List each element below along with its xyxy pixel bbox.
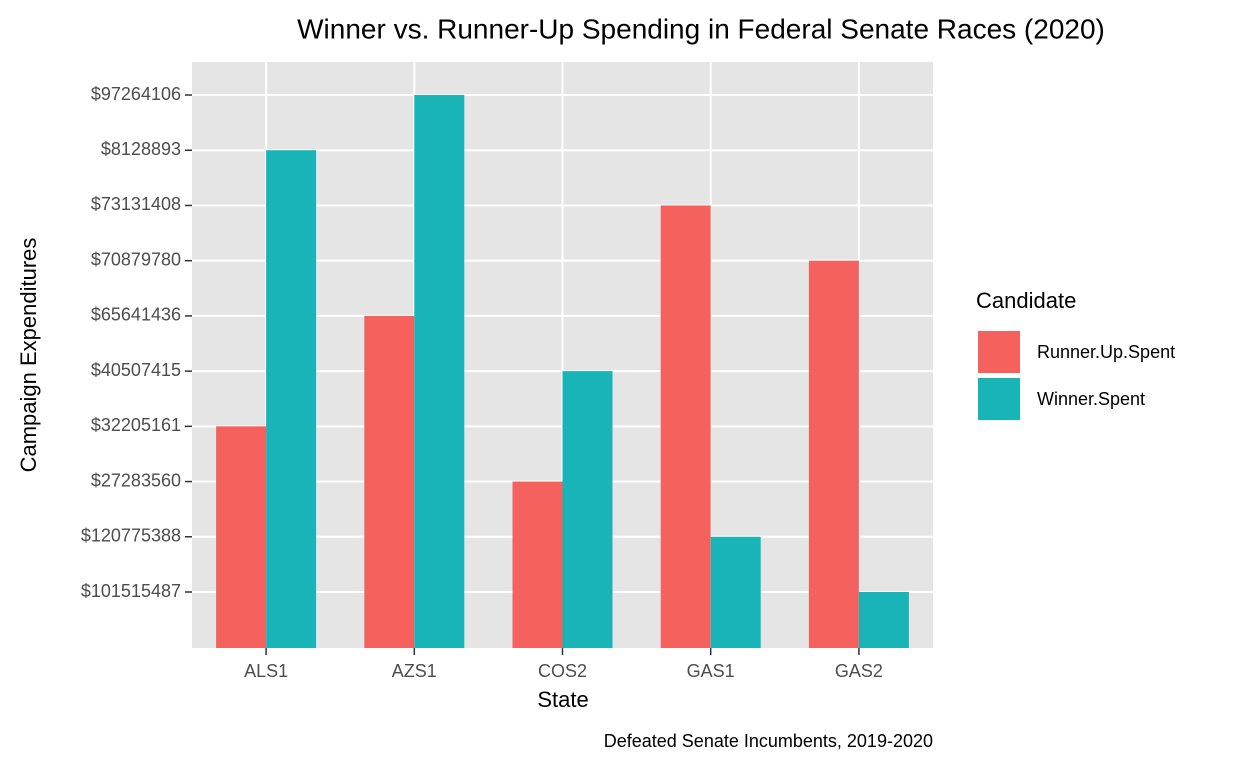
x-tick-label: GAS1 [687, 661, 735, 681]
y-tick-label: $32205161 [91, 415, 181, 435]
y-tick-label: $8128893 [101, 139, 181, 159]
bar [216, 426, 267, 648]
y-axis-title: Campaign Expenditures [16, 238, 41, 473]
x-tick-label: ALS1 [244, 661, 288, 681]
x-tick-label: COS2 [538, 661, 587, 681]
bar [808, 260, 859, 648]
y-tick-label: $27283560 [91, 470, 181, 490]
y-tick-label: $65641436 [91, 305, 181, 325]
bar [364, 315, 415, 648]
bar [660, 205, 711, 648]
x-tick-label: GAS2 [835, 661, 883, 681]
x-axis-title: State [537, 687, 588, 712]
bar [710, 536, 761, 648]
y-tick-label: $97264106 [91, 84, 181, 104]
legend-title: Candidate [976, 288, 1076, 313]
legend-key [978, 331, 1020, 373]
y-tick-label: $101515487 [81, 581, 181, 601]
bar [562, 371, 613, 648]
legend-label: Runner.Up.Spent [1037, 342, 1175, 362]
bar [414, 95, 465, 648]
bar [512, 481, 563, 648]
y-tick-label: $70879780 [91, 249, 181, 269]
x-tick-label: AZS1 [392, 661, 437, 681]
legend-label: Winner.Spent [1037, 389, 1145, 409]
bar [266, 150, 317, 649]
y-tick-label: $40507415 [91, 360, 181, 380]
bar [858, 592, 909, 648]
y-tick-label: $73131408 [91, 194, 181, 214]
chart-title: Winner vs. Runner-Up Spending in Federal… [297, 13, 1105, 44]
y-tick-label: $120775388 [81, 526, 181, 546]
caption: Defeated Senate Incumbents, 2019-2020 [604, 731, 933, 751]
legend-key [978, 378, 1020, 420]
